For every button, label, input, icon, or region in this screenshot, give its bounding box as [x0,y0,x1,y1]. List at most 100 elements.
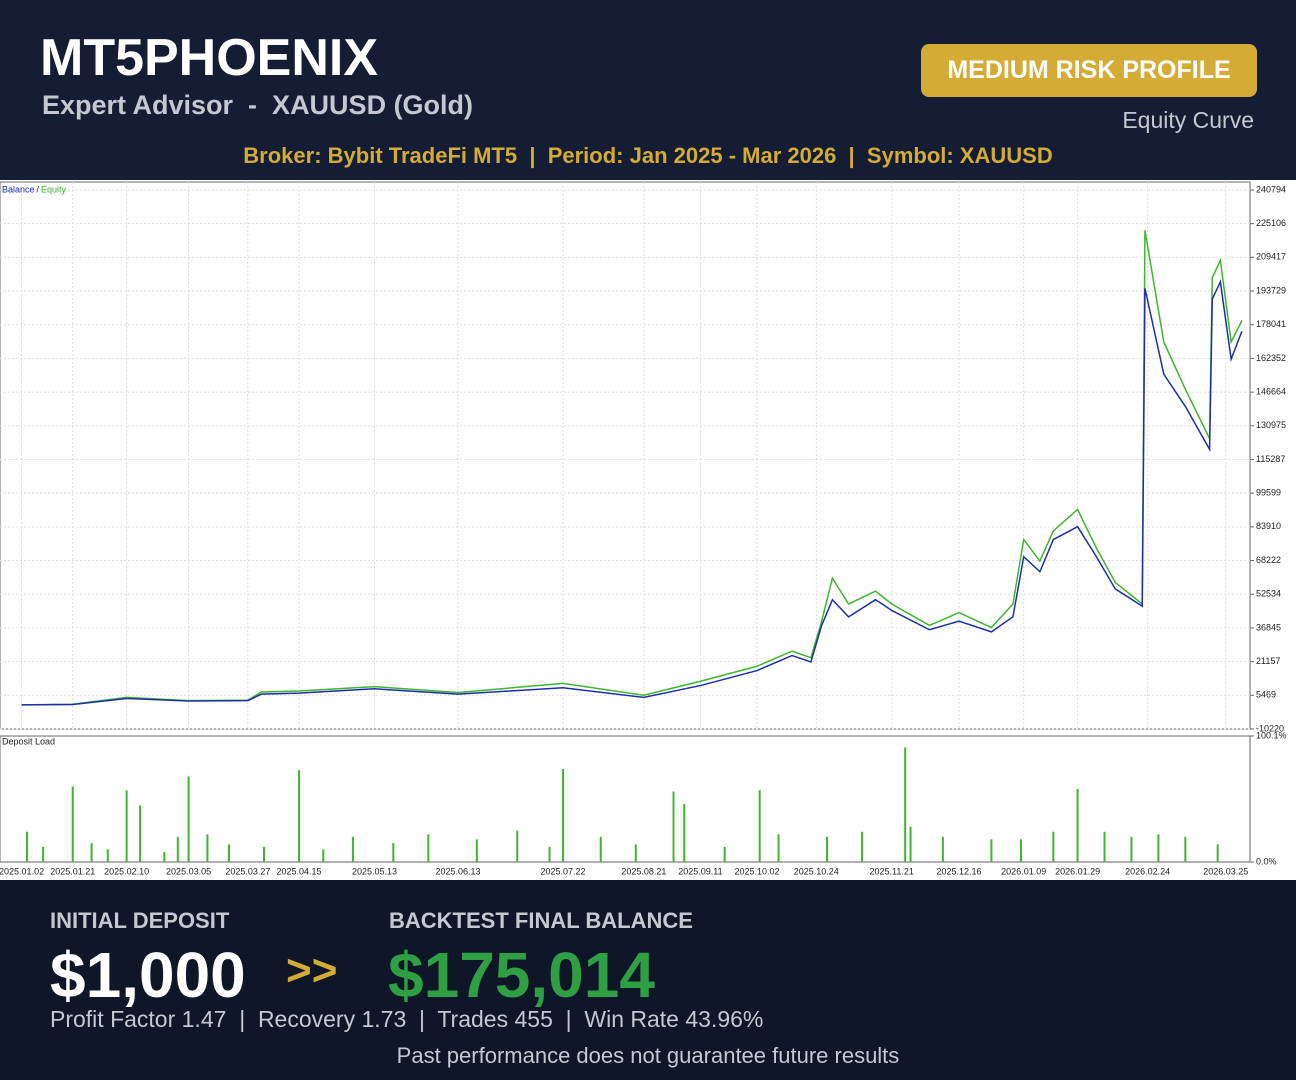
bar [263,846,266,862]
y-tick-label: 99599 [1256,488,1281,498]
final-label: BACKTEST FINAL BALANCE [389,908,693,933]
bar [777,834,780,862]
caption: Equity Curve [1122,107,1254,133]
info: Broker: Bybit TradeFi MT5 | Period: Jan … [243,143,1053,168]
bar [599,836,602,862]
x-tick-label: 2025.03.27 [225,866,270,876]
bar [562,768,565,862]
x-tick-label: 2025.10.02 [734,866,779,876]
bar [634,844,637,862]
bar [427,834,430,862]
bar [298,770,301,862]
bar [392,843,395,862]
initial-value: $1,000 [50,939,246,1011]
subtitle: Expert Advisor - XAUUSD (Gold) [42,90,474,120]
x-tick-label: 2025.05.13 [352,866,397,876]
bar [42,846,45,862]
footer: INITIAL DEPOSIT $1,000 >> BACKTEST FINAL… [0,880,1296,1080]
x-tick-label: 2026.03.25 [1203,866,1248,876]
bar [227,844,230,862]
bar [826,836,829,862]
y-tick-label: 225106 [1256,218,1286,228]
initial-label: INITIAL DEPOSIT [50,908,230,933]
y-tick-label: -10220 [1256,723,1284,733]
x-tick-label: 2025.06.13 [435,866,480,876]
y-tick-label: 115287 [1256,454,1285,464]
y-tick-label: 162352 [1256,353,1286,363]
plot-frame [0,735,1251,863]
bar [723,846,726,862]
y-tick-label: 100.1% [1256,730,1287,740]
bar [106,849,109,862]
x-tick-label: 2026.02.24 [1125,866,1170,876]
y-tick-label: 193729 [1256,285,1286,295]
bar [1157,834,1160,862]
bar [187,776,190,862]
y-tick-label: 0.0% [1256,856,1277,866]
bar [1184,836,1187,862]
x-tick-label: 2025.03.05 [166,866,211,876]
stats: Profit Factor 1.47 | Recovery 1.73 | Tra… [50,1006,764,1032]
chart-bg [0,180,1296,880]
bar [683,804,686,862]
y-tick-label: 52534 [1256,589,1281,599]
header: MT5PHOENIX Expert Advisor - XAUUSD (Gold… [0,0,1296,180]
x-tick-label: 2025.07.22 [541,866,586,876]
series-line [21,279,1243,706]
title: MT5PHOENIX [40,29,379,87]
y-tick-label: 240794 [1256,184,1286,194]
x-tick-label: 2025.08.21 [621,866,666,876]
bar [516,830,519,862]
bar [475,839,478,862]
y-tick-label: 178041 [1256,319,1286,329]
arrow: >> [286,946,338,995]
final-value: $175,014 [388,939,655,1011]
x-tick-label: 2025.01.02 [0,866,44,876]
x-tick-label: 2025.02.10 [104,866,149,876]
bar [861,831,864,862]
badge: MEDIUM RISK PROFILE [921,44,1257,97]
bar [322,849,325,862]
x-tick-label: 2025.04.15 [277,866,322,876]
x-tick-label: 2026.01.09 [1001,866,1046,876]
bar [139,805,142,862]
y-tick-label: 5469 [1256,690,1276,700]
bar [990,839,993,862]
legend-separator: / [37,184,40,194]
bar [71,786,74,862]
x-tick-label: 2025.09.11 [678,866,722,876]
bar [25,831,28,862]
chart-title: Deposit Load [2,736,55,746]
bar [1052,831,1055,862]
y-tick-label: 146664 [1256,386,1286,396]
bar [1216,844,1219,862]
chart: 240794 225106 209417 193729 178041 162352 1466… [0,180,1296,880]
disclaimer: Past performance does not guarantee futu… [396,1043,900,1068]
series-line [21,230,1243,706]
x-tick-label: 2025.10.24 [794,866,839,876]
bar [176,836,179,862]
y-tick-label: 130975 [1256,420,1286,430]
y-tick-label: 209417 [1256,252,1286,262]
bar [90,843,93,862]
x-tick-label: 2025.12.16 [937,866,982,876]
x-tick-label: 2026.01.29 [1055,866,1100,876]
legend-entry: Balance [2,184,35,194]
y-tick-label: 68222 [1256,555,1281,565]
bar [548,846,551,862]
bar [1076,788,1079,862]
bar [351,836,354,862]
bar [672,791,675,862]
x-tick-label: 2025.11.21 [870,866,914,876]
bar [1020,839,1023,862]
bar [206,834,209,862]
y-tick-label: 36845 [1256,622,1281,632]
bar [904,747,907,862]
bar [758,790,761,862]
legend-entry: Equity [41,184,67,194]
bar [909,826,912,862]
bar [1130,836,1133,862]
y-tick-label: 21157 [1256,656,1280,666]
bar [125,790,128,862]
bar [1103,831,1106,862]
